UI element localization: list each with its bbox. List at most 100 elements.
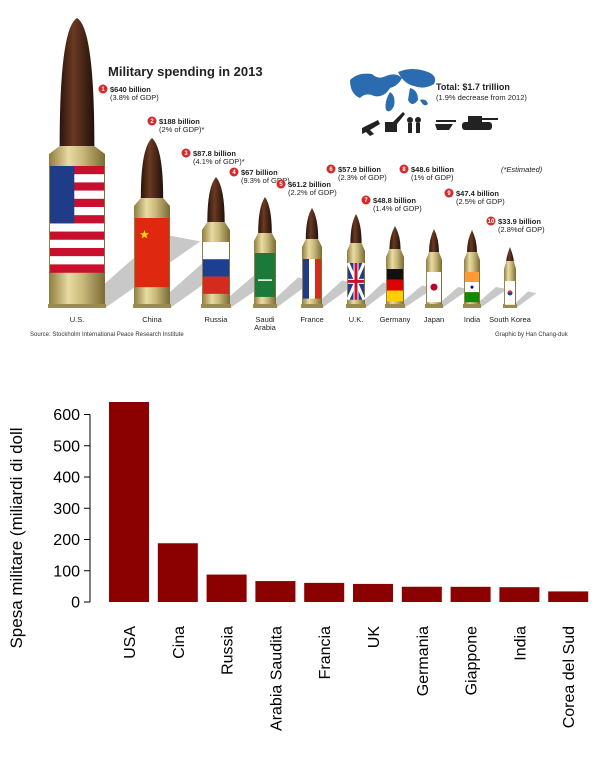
rank-number: 4 — [232, 170, 236, 176]
bullet-neck — [464, 252, 480, 260]
y-tick-label: 400 — [53, 470, 80, 487]
country-label: Russia — [205, 315, 229, 324]
amount-label: $640 billion — [110, 85, 151, 94]
y-tick-label: 0 — [71, 595, 80, 612]
bullet-rim — [385, 304, 405, 308]
bullet-neck — [347, 243, 365, 251]
rank-badge — [361, 195, 371, 205]
weapons-silhouette-icon — [362, 112, 498, 136]
amount-label: $87.8 billion — [193, 149, 236, 158]
y-tick-label: 100 — [53, 563, 80, 580]
bar — [304, 582, 345, 602]
bullet-neck — [202, 222, 230, 230]
y-tick-label: 300 — [53, 501, 80, 518]
bullet-shadow — [356, 282, 396, 308]
amount-label: $67 billion — [241, 168, 278, 177]
country-label-line2: Arabia — [254, 323, 277, 332]
bullet-shadow — [510, 291, 537, 308]
x-tick-labels: USA Cina Russia Arabia Saudita Francia UK Germ… — [122, 626, 578, 731]
rank-number: 5 — [279, 182, 283, 188]
bar — [109, 402, 150, 602]
x-tick-label: UK — [366, 626, 383, 649]
bullet-tip — [467, 230, 477, 252]
amount-label: $61.2 billion — [288, 180, 331, 189]
country-label: China — [142, 315, 162, 324]
bullet-shadow — [472, 287, 508, 308]
bar — [499, 587, 540, 602]
rank-badge — [486, 216, 496, 226]
bullet-shadow — [434, 287, 470, 308]
svg-text:★: ★ — [139, 228, 150, 242]
x-tick-label: Cina — [171, 626, 188, 659]
x-tick-label: Corea del Sud — [561, 626, 578, 728]
rank-badge — [181, 148, 191, 158]
country-label: U.K. — [349, 315, 364, 324]
bullet-tip — [258, 197, 272, 233]
x-tick-label: Francia — [317, 626, 334, 679]
rank-badge — [399, 164, 409, 174]
bullet-neck — [386, 249, 404, 257]
gdp-label: (4.1% of GDP)* — [193, 157, 245, 166]
bullet-rim — [133, 304, 171, 308]
bullet-rim — [503, 304, 517, 308]
rank-number: 2 — [150, 119, 154, 125]
bullet-tip — [506, 247, 514, 261]
bullet-neck — [49, 146, 105, 154]
bullet-uk: 6 $57.9 billion(2.3% of GDP) U.K. — [326, 164, 396, 324]
amount-label: $48.6 billion — [411, 165, 454, 174]
source-note: Source: Stockholm International Peace Re… — [30, 332, 184, 338]
bullet-tip — [389, 226, 401, 249]
country-label: South Korea — [489, 315, 532, 324]
x-tick-label: Giappone — [464, 626, 481, 695]
bullet-shadow — [395, 285, 435, 308]
rank-number: 6 — [329, 167, 333, 173]
rank-number: 3 — [184, 151, 188, 157]
y-axis-label: Spesa militare (miliardi di doll — [7, 427, 26, 648]
bullet-tip — [140, 138, 164, 198]
world-map-icon — [350, 69, 436, 112]
total-label: Total: $1.7 trillion — [436, 82, 510, 92]
gdp-label: (2% of GDP)* — [159, 125, 205, 134]
gdp-label: (1.4% of GDP) — [373, 204, 422, 213]
country-label: France — [300, 315, 323, 324]
bullet-china: ★ 2 $188 billion(2% of GDP)* China — [133, 116, 232, 324]
rank-badge — [147, 116, 157, 126]
bullet-neck — [134, 198, 170, 206]
bullet-tip — [59, 18, 95, 146]
japan-flag-icon — [427, 272, 441, 303]
bar — [353, 583, 394, 602]
y-axis: 0 100 200 300 400 500 600 — [53, 407, 91, 612]
rank-badge — [326, 164, 336, 174]
rank-badge — [229, 167, 239, 177]
bullet-france: 5 $61.2 billion(2.2% of GDP) France — [276, 179, 356, 324]
country-label: Saudi — [255, 315, 275, 324]
bullet-neck — [426, 252, 442, 260]
rank-number: 10 — [488, 219, 495, 225]
bullet-rim — [301, 304, 323, 308]
country-label: U.S. — [70, 315, 85, 324]
saudi-flag-icon — [255, 253, 275, 297]
country-label: Japan — [424, 315, 444, 324]
bar — [157, 543, 198, 602]
amount-label: $47.4 billion — [456, 189, 499, 198]
amount-label: $188 billion — [159, 117, 200, 126]
country-label: India — [464, 315, 481, 324]
estimated-note: (*Estimated) — [501, 165, 543, 174]
bullet-japan: 8 $48.6 billion(1% of GDP) Japan — [399, 164, 470, 324]
credit-note: Graphic by Han Chang-duk — [495, 332, 569, 338]
bar — [206, 574, 247, 602]
x-tick-label: India — [512, 626, 529, 661]
bullet-tip — [350, 214, 362, 243]
amount-label: $57.9 billion — [338, 165, 381, 174]
gdp-label: (2.3% of GDP) — [338, 173, 387, 182]
y-tick-label: 500 — [53, 438, 80, 455]
amount-label: $48.8 billion — [373, 196, 416, 205]
bar-chart: 0 100 200 300 400 500 600 USA Cina Russia Arabia … — [7, 402, 589, 731]
gdp-label: (1% of GDP) — [411, 173, 454, 182]
bar — [401, 586, 442, 602]
gdp-label: (3.8% of GDP) — [110, 93, 159, 102]
bar-series — [109, 402, 589, 602]
us-flag-icon — [50, 166, 104, 273]
bullet-india: 9 $47.4 billion(2.5% of GDP) India — [444, 188, 508, 324]
